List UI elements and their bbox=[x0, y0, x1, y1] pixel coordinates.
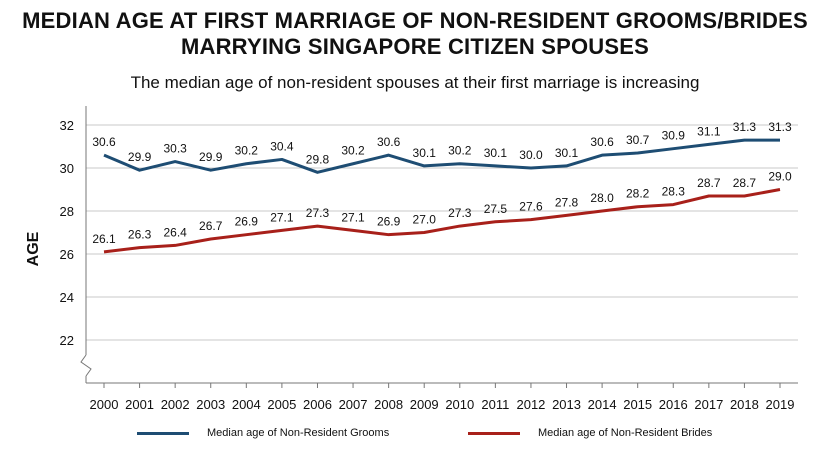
x-tick-label-2014: 2014 bbox=[588, 397, 617, 412]
chart-title: MEDIAN AGE AT FIRST MARRIAGE OF NON-RESI… bbox=[0, 8, 830, 60]
data-label-brides-2009: 27.0 bbox=[413, 213, 437, 227]
y-tick-label-32: 32 bbox=[60, 118, 74, 133]
legend: Median age of Non-Resident Grooms Median… bbox=[0, 427, 830, 447]
data-label-brides-2006: 27.3 bbox=[306, 206, 330, 220]
legend-item-brides: Median age of Non-Resident Brides bbox=[468, 427, 712, 439]
x-tick-label-2004: 2004 bbox=[232, 397, 261, 412]
data-label-brides-2016: 28.3 bbox=[662, 185, 686, 199]
data-label-grooms-2016: 30.9 bbox=[662, 129, 686, 143]
chart-subtitle: The median age of non-resident spouses a… bbox=[130, 73, 700, 92]
x-tick-label-2002: 2002 bbox=[161, 397, 190, 412]
x-tick-label-2019: 2019 bbox=[766, 397, 795, 412]
data-label-grooms-2003: 29.9 bbox=[199, 150, 223, 164]
data-label-brides-2000: 26.1 bbox=[92, 232, 116, 246]
data-label-grooms-2006: 29.8 bbox=[306, 152, 330, 166]
data-label-grooms-2009: 30.1 bbox=[413, 146, 437, 160]
data-label-grooms-2013: 30.1 bbox=[555, 146, 579, 160]
axis-break-mark bbox=[80, 354, 92, 377]
data-label-grooms-2000: 30.6 bbox=[92, 135, 116, 149]
data-label-grooms-2014: 30.6 bbox=[590, 135, 614, 149]
legend-label-grooms: Median age of Non-Resident Grooms bbox=[207, 427, 390, 439]
y-tick-label-30: 30 bbox=[60, 161, 74, 176]
data-label-brides-2012: 27.6 bbox=[519, 200, 543, 214]
data-label-brides-2005: 27.1 bbox=[270, 210, 294, 224]
series-line-brides bbox=[103, 188, 781, 254]
data-label-grooms-2012: 30.0 bbox=[519, 148, 543, 162]
x-tick-label-2011: 2011 bbox=[481, 397, 509, 412]
data-label-grooms-2008: 30.6 bbox=[377, 135, 401, 149]
data-label-grooms-2004: 30.2 bbox=[235, 144, 259, 158]
data-label-grooms-2018: 31.3 bbox=[733, 120, 757, 134]
x-tick-label-2006: 2006 bbox=[303, 397, 332, 412]
data-label-brides-2015: 28.2 bbox=[626, 187, 650, 201]
legend-item-grooms: Median age of Non-Resident Grooms bbox=[137, 427, 389, 439]
data-label-brides-2002: 26.4 bbox=[163, 225, 187, 239]
x-tick-label-2015: 2015 bbox=[623, 397, 652, 412]
data-label-brides-2014: 28.0 bbox=[590, 191, 614, 205]
data-label-brides-2010: 27.3 bbox=[448, 206, 472, 220]
data-label-grooms-2015: 30.7 bbox=[626, 133, 650, 147]
data-label-brides-2017: 28.7 bbox=[697, 176, 721, 190]
x-tick-label-2012: 2012 bbox=[516, 397, 545, 412]
legend-swatch-brides bbox=[468, 431, 520, 435]
legend-swatch-grooms bbox=[137, 431, 189, 435]
x-tick-label-2008: 2008 bbox=[374, 397, 403, 412]
data-label-grooms-2005: 30.4 bbox=[270, 139, 294, 153]
data-label-grooms-2011: 30.1 bbox=[484, 146, 508, 160]
data-label-brides-2018: 28.7 bbox=[733, 176, 757, 190]
x-tick-label-2001: 2001 bbox=[125, 397, 154, 412]
data-label-grooms-2002: 30.3 bbox=[163, 142, 187, 156]
chart-title-line-2: MARRYING SINGAPORE CITIZEN SPOUSES bbox=[180, 34, 650, 59]
x-tick-label-2003: 2003 bbox=[196, 397, 225, 412]
x-tick-label-2013: 2013 bbox=[552, 397, 581, 412]
y-tick-label-22: 22 bbox=[60, 333, 74, 348]
data-label-grooms-2017: 31.1 bbox=[697, 124, 721, 138]
y-tick-label-24: 24 bbox=[60, 290, 74, 305]
y-axis-label: AGE bbox=[25, 231, 42, 267]
series-line-grooms bbox=[103, 138, 780, 174]
x-tick-label-2010: 2010 bbox=[445, 397, 474, 412]
data-label-brides-2013: 27.8 bbox=[555, 195, 579, 209]
y-tick-label-28: 28 bbox=[60, 204, 74, 219]
data-label-grooms-2007: 30.2 bbox=[341, 144, 365, 158]
x-tick-label-2007: 2007 bbox=[339, 397, 368, 412]
x-tick-label-2009: 2009 bbox=[410, 397, 439, 412]
data-label-brides-2004: 26.9 bbox=[235, 215, 259, 229]
x-tick-label-2018: 2018 bbox=[730, 397, 759, 412]
data-label-grooms-2010: 30.2 bbox=[448, 144, 472, 158]
y-tick-label-26: 26 bbox=[60, 247, 74, 262]
data-label-brides-2003: 26.7 bbox=[199, 219, 223, 233]
data-label-brides-2001: 26.3 bbox=[128, 228, 152, 242]
chart-title-line-1: MEDIAN AGE AT FIRST MARRIAGE OF NON-RESI… bbox=[22, 8, 808, 33]
legend-label-brides: Median age of Non-Resident Brides bbox=[538, 427, 713, 439]
data-label-brides-2011: 27.5 bbox=[484, 202, 508, 216]
data-label-grooms-2001: 29.9 bbox=[128, 150, 152, 164]
x-tick-label-2000: 2000 bbox=[90, 397, 119, 412]
data-label-brides-2007: 27.1 bbox=[341, 210, 365, 224]
data-label-brides-2019: 29.0 bbox=[768, 170, 792, 184]
x-tick-label-2017: 2017 bbox=[694, 397, 723, 412]
x-tick-label-2005: 2005 bbox=[267, 397, 296, 412]
data-label-brides-2008: 26.9 bbox=[377, 215, 401, 229]
data-label-grooms-2019: 31.3 bbox=[768, 120, 792, 134]
x-tick-label-2016: 2016 bbox=[659, 397, 688, 412]
